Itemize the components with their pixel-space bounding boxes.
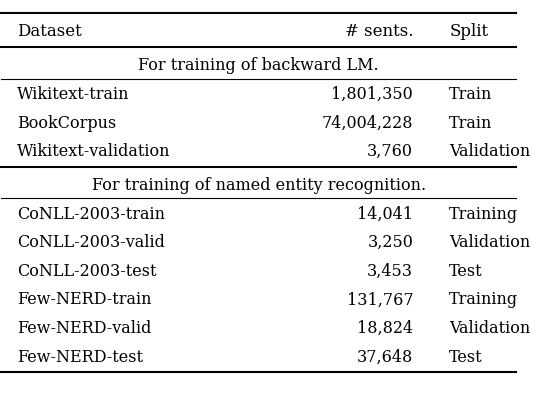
Text: 131,767: 131,767 — [347, 292, 413, 308]
Text: 18,824: 18,824 — [357, 320, 413, 337]
Text: Split: Split — [449, 23, 489, 40]
Text: Test: Test — [449, 349, 483, 366]
Text: 3,453: 3,453 — [367, 263, 413, 280]
Text: 74,004,228: 74,004,228 — [322, 115, 413, 132]
Text: Few-NERD-valid: Few-NERD-valid — [17, 320, 151, 337]
Text: 3,250: 3,250 — [367, 234, 413, 251]
Text: Wikitext-train: Wikitext-train — [17, 86, 129, 103]
Text: Train: Train — [449, 115, 493, 132]
Text: Validation: Validation — [449, 234, 530, 251]
Text: Dataset: Dataset — [17, 23, 82, 40]
Text: Few-NERD-train: Few-NERD-train — [17, 292, 151, 308]
Text: # sents.: # sents. — [345, 23, 413, 40]
Text: Wikitext-validation: Wikitext-validation — [17, 143, 170, 160]
Text: CoNLL-2003-test: CoNLL-2003-test — [17, 263, 156, 280]
Text: Validation: Validation — [449, 320, 530, 337]
Text: For training of named entity recognition.: For training of named entity recognition… — [92, 176, 426, 194]
Text: Training: Training — [449, 206, 518, 223]
Text: 1,801,350: 1,801,350 — [331, 86, 413, 103]
Text: CoNLL-2003-valid: CoNLL-2003-valid — [17, 234, 165, 251]
Text: Test: Test — [449, 263, 483, 280]
Text: 14,041: 14,041 — [357, 206, 413, 223]
Text: For training of backward LM.: For training of backward LM. — [139, 57, 379, 74]
Text: Train: Train — [449, 86, 493, 103]
Text: 3,760: 3,760 — [367, 143, 413, 160]
Text: Few-NERD-test: Few-NERD-test — [17, 349, 143, 366]
Text: Training: Training — [449, 292, 518, 308]
Text: CoNLL-2003-train: CoNLL-2003-train — [17, 206, 165, 223]
Text: 37,648: 37,648 — [357, 349, 413, 366]
Text: Validation: Validation — [449, 143, 530, 160]
Text: BookCorpus: BookCorpus — [17, 115, 116, 132]
